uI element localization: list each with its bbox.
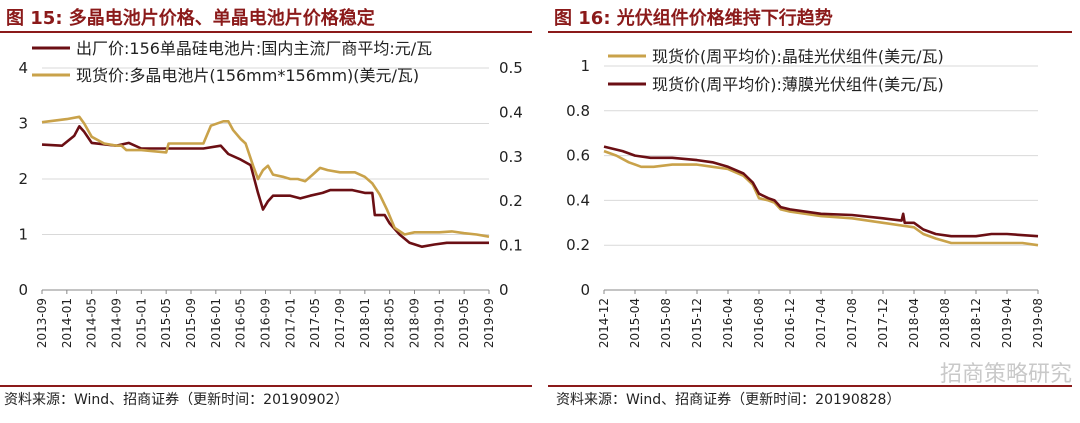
left-x-tick-label: 2016-09 — [259, 298, 273, 348]
right-y-tick-label: 0 — [580, 281, 590, 299]
right-series-line-1 — [603, 149, 1039, 247]
right-x-tick-label: 2018-12 — [969, 298, 983, 348]
left-chart-panel: 图 15: 多晶电池片价格、单晶电池片价格稳定 0 1 2 3 4 0 0.1 0.2 0.3 0… — [0, 8, 532, 408]
left-x-tick-label: 2015-01 — [134, 298, 148, 348]
left-x-tick-label: 2017-01 — [283, 298, 297, 348]
left-x-tick-label: 2015-09 — [184, 298, 198, 348]
left-x-tick-label: 2019-09 — [482, 298, 496, 348]
left-x-tick-label: 2016-01 — [209, 298, 223, 348]
left-title-rule — [0, 31, 532, 33]
right-x-tick-label: 2017-08 — [845, 298, 859, 348]
right-title-rule — [548, 31, 1072, 33]
right-series-line-2 — [603, 145, 1039, 238]
left-y-tick-label: 3 — [18, 115, 28, 133]
right-y-tick-label: 0.4 — [566, 191, 590, 209]
left-y-tick-label: 4 — [18, 59, 28, 77]
right-x-tick-label: 2019-08 — [1031, 298, 1045, 348]
right-y-tick-label: 1 — [580, 57, 590, 75]
left-x-tick-label: 2017-05 — [308, 298, 322, 348]
left-y2-tick-label: 0 — [499, 281, 509, 299]
right-y-tick-label: 0.8 — [566, 102, 590, 120]
left-y-tick-label: 2 — [18, 170, 28, 188]
left-series-line-2 — [41, 115, 490, 238]
left-source-rule — [0, 385, 532, 387]
right-legend-label-2: 现货价(周平均价):薄膜光伏组件(美元/瓦) — [652, 75, 944, 94]
left-x-tick-label: 2017-09 — [333, 298, 347, 348]
left-x-tick-label: 2018-01 — [358, 298, 372, 348]
right-x-tick-label: 2016-12 — [783, 298, 797, 348]
right-x-tick-label: 2015-12 — [690, 298, 704, 348]
left-source: 资料来源：Wind、招商证券（更新时间：20190902） — [4, 392, 349, 408]
left-x-tick-label: 2013-09 — [35, 298, 49, 348]
left-y-tick-label: 0 — [18, 281, 28, 299]
right-x-tick-label: 2015-08 — [659, 298, 673, 348]
left-y2-tick-label: 0.4 — [499, 103, 523, 121]
left-x-tick-label: 2014-09 — [110, 298, 124, 348]
right-x-tick-label: 2018-08 — [938, 298, 952, 348]
right-x-tick-label: 2016-04 — [721, 298, 735, 348]
right-x-tick-label: 2016-08 — [752, 298, 766, 348]
right-x-tick-label: 2014-12 — [597, 298, 611, 348]
left-legend-label-1: 出厂价:156单晶硅电池片:国内主流厂商平均:元/瓦 — [76, 39, 432, 58]
left-y-tick-label: 1 — [18, 226, 28, 244]
right-chart-panel: 图 16: 光伏组件价格维持下行趋势 0 0.2 0.4 0.6 0.8 1 2014-12… — [548, 0, 1080, 423]
left-y2-tick-label: 0.3 — [499, 148, 523, 166]
left-chart-title: 图 15: 多晶电池片价格、单晶电池片价格稳定 — [6, 8, 375, 29]
right-y-tick-label: 0.6 — [566, 147, 590, 165]
left-x-tick-label: 2018-05 — [383, 298, 397, 348]
right-source-rule — [548, 385, 1072, 387]
right-x-tick-label: 2015-04 — [628, 298, 642, 348]
right-x-tick-label: 2018-04 — [907, 298, 921, 348]
right-chart: 0 0.2 0.4 0.6 0.8 1 2014-12 2015-04 2015-08 2015-… — [566, 47, 1045, 348]
watermark: 招商策略研究 — [939, 362, 1072, 387]
right-legend-label-1: 现货价(周平均价):晶硅光伏组件(美元/瓦) — [652, 47, 944, 66]
right-y-tick-label: 0.2 — [566, 236, 590, 254]
right-x-tick-label: 2019-04 — [1000, 298, 1014, 348]
left-x-tick-label: 2019-01 — [432, 298, 446, 348]
left-x-tick-label: 2019-05 — [457, 298, 471, 348]
left-x-tick-label: 2018-09 — [408, 298, 422, 348]
right-x-tick-label: 2017-04 — [814, 298, 828, 348]
right-x-tick-label: 2017-12 — [876, 298, 890, 348]
right-source: 资料来源：Wind、招商证券（更新时间：20190828） — [556, 392, 901, 408]
left-y2-tick-label: 0.2 — [499, 192, 523, 210]
left-x-tick-label: 2016-05 — [234, 298, 248, 348]
left-x-tick-label: 2014-05 — [85, 298, 99, 348]
left-y2-tick-label: 0.5 — [499, 59, 523, 77]
left-x-tick-label: 2015-05 — [159, 298, 173, 348]
left-y2-tick-label: 0.1 — [499, 237, 523, 255]
left-chart: 0 1 2 3 4 0 0.1 0.2 0.3 0.4 0.5 2013-09 2014-01 2014-… — [18, 39, 523, 348]
right-chart-title: 图 16: 光伏组件价格维持下行趋势 — [554, 8, 833, 29]
left-legend-label-2: 现货价:多晶电池片(156mm*156mm)(美元/瓦) — [76, 66, 419, 85]
left-x-tick-label: 2014-01 — [60, 298, 74, 348]
